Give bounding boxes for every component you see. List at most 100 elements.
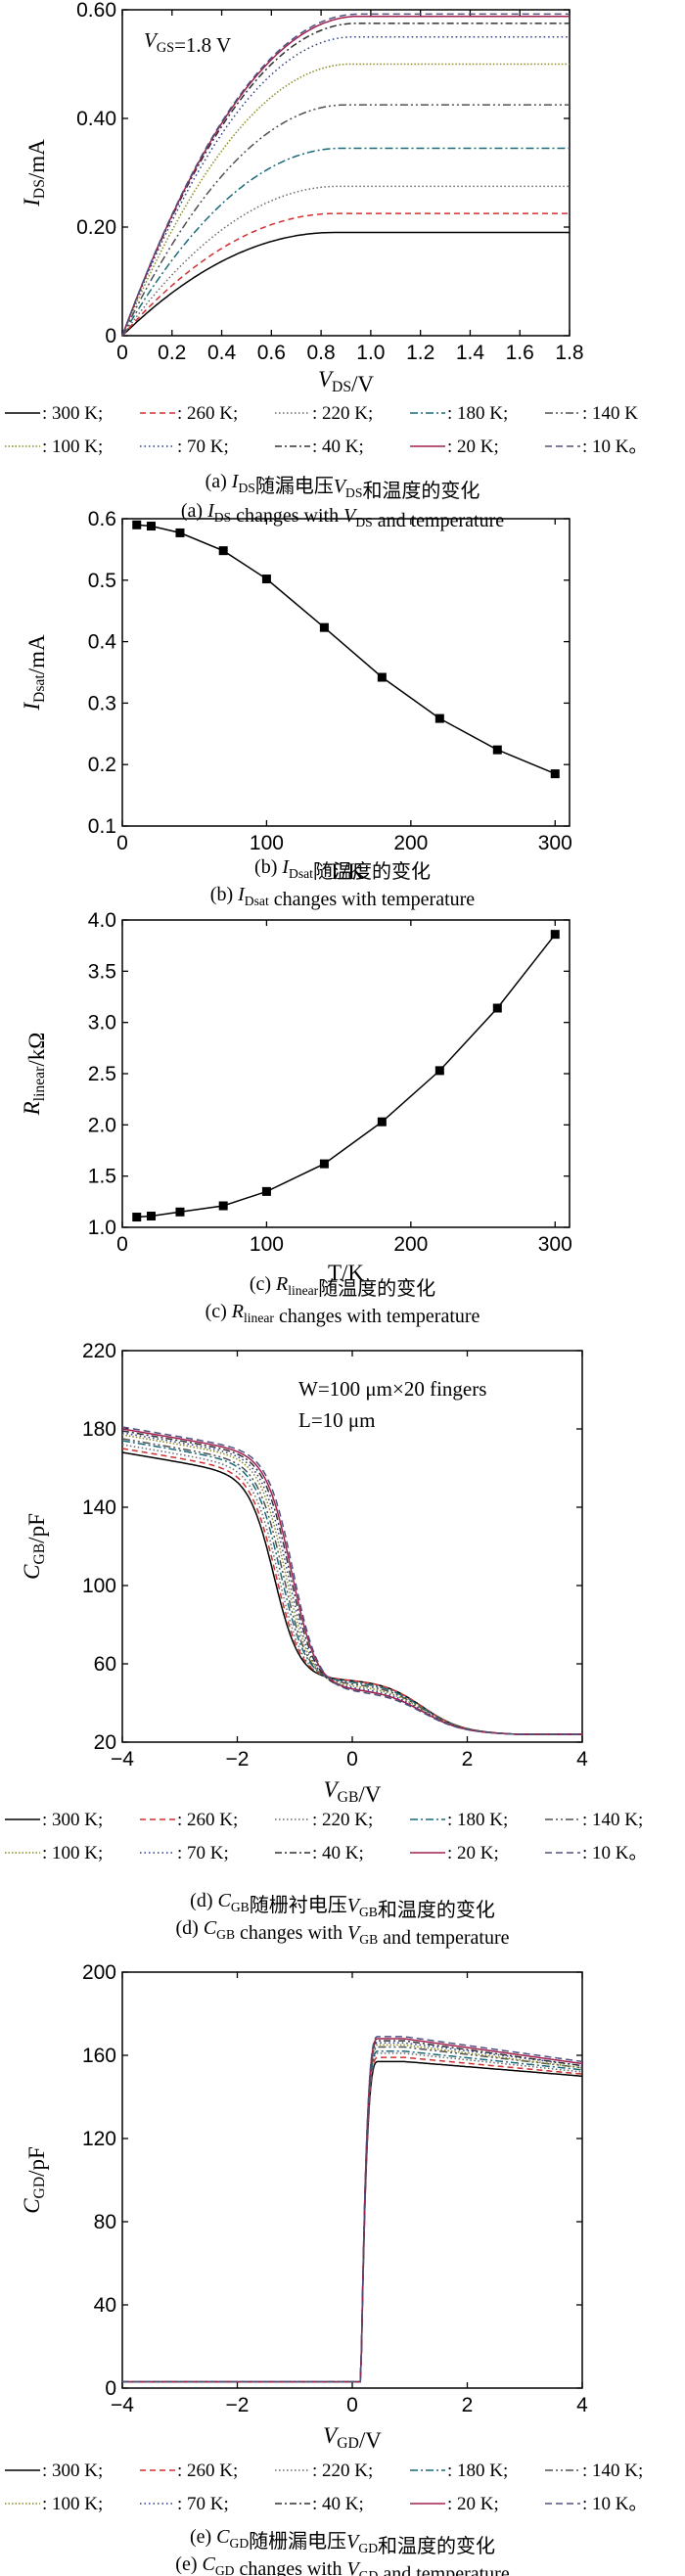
data-point xyxy=(175,528,185,537)
legend-label: : 260 K; xyxy=(177,403,238,424)
y-tick-label: 100 xyxy=(82,1575,116,1597)
y-tick-label: 160 xyxy=(82,2045,116,2067)
data-point xyxy=(377,1117,387,1127)
data-point xyxy=(218,1201,228,1211)
y-tick-label: 0.2 xyxy=(88,754,116,776)
caption-en: (d) CGB changes with VGB and temperature xyxy=(175,1917,509,1949)
caption-cn: (e) CGD随栅漏电压VGD和温度的变化 xyxy=(190,2526,495,2557)
series-line xyxy=(121,104,570,337)
x-tick-label: 4 xyxy=(576,2394,588,2416)
x-axis-label: VGB/V xyxy=(324,1777,382,1807)
data-point xyxy=(146,522,156,531)
x-tick-label: 1.6 xyxy=(506,342,534,364)
x-tick-label: 1.8 xyxy=(555,342,583,364)
legend-label: : 10 K。 xyxy=(582,437,648,457)
caption-cn: (d) CGB随栅衬电压VGB和温度的变化 xyxy=(190,1890,495,1921)
x-tick-label: 100 xyxy=(250,832,284,854)
legend-label: : 70 K; xyxy=(177,2494,229,2514)
x-tick-label: 1.2 xyxy=(406,342,434,364)
data-point xyxy=(175,1207,185,1217)
legend-label: : 140 K; xyxy=(582,1810,643,1830)
y-tick-label: 1.0 xyxy=(88,1217,116,1239)
series-line xyxy=(122,2038,583,2383)
y-tick-label: 0.5 xyxy=(88,570,116,592)
legend-label: : 20 K; xyxy=(447,1843,499,1863)
x-tick-label: 0 xyxy=(346,1748,358,1771)
x-tick-label: 200 xyxy=(393,832,428,854)
series-line xyxy=(121,1438,582,1735)
plot-frame xyxy=(121,518,571,827)
legend-label: : 20 K; xyxy=(447,437,499,457)
y-axis-label: CGB/pF xyxy=(20,1513,49,1580)
x-axis-label: T/K xyxy=(328,1261,364,1285)
y-tick-label: 0.4 xyxy=(88,631,117,654)
y-tick-label: 0.3 xyxy=(88,692,116,714)
y-tick-label: 2.5 xyxy=(88,1063,116,1085)
legend-label: : 300 K; xyxy=(42,1810,103,1830)
legend-label: : 300 K; xyxy=(42,403,103,424)
x-tick-label: −2 xyxy=(226,1748,250,1771)
series-line xyxy=(122,2046,583,2383)
legend-label: : 40 K; xyxy=(312,1843,364,1863)
x-tick-label: 0.2 xyxy=(158,342,186,364)
annotation-vgs: VGS=1.8 V xyxy=(144,28,231,57)
plot-frame xyxy=(121,9,571,337)
data-point xyxy=(492,745,502,755)
x-tick-label: 2 xyxy=(462,1748,474,1771)
y-tick-label: 4.0 xyxy=(88,909,116,932)
caption-en: (c) Rlinear changes with temperature xyxy=(206,1301,480,1327)
y-axis-label: IDS/mA xyxy=(20,139,49,207)
data-point xyxy=(132,1213,142,1222)
legend-label: : 180 K; xyxy=(447,1810,508,1830)
x-tick-label: 0.8 xyxy=(307,342,336,364)
series-line xyxy=(121,147,570,337)
x-tick-label: −4 xyxy=(111,1748,134,1771)
legend-label: : 220 K; xyxy=(312,1810,373,1830)
series-line xyxy=(122,2036,583,2383)
caption-cn: (a) IDS随漏电压VDS和温度的变化 xyxy=(206,471,480,502)
x-tick-label: 300 xyxy=(538,832,572,854)
data-point xyxy=(319,1159,329,1169)
x-tick-label: 0 xyxy=(116,1233,128,1256)
series-line xyxy=(121,1444,582,1735)
series-line xyxy=(121,63,570,337)
legend-label: : 260 K; xyxy=(177,2461,238,2481)
x-tick-label: 2 xyxy=(462,2394,474,2416)
legend-label: : 70 K; xyxy=(177,437,229,457)
series-line xyxy=(136,524,556,775)
data-point xyxy=(261,575,271,584)
series-line xyxy=(122,2044,583,2383)
legend-label: : 40 K; xyxy=(312,2494,364,2514)
series-line xyxy=(122,2042,583,2383)
legend-label: : 20 K; xyxy=(447,2494,499,2514)
x-axis-label: VGD/V xyxy=(323,2423,382,2453)
plot-frame xyxy=(121,1971,583,2389)
x-tick-label: −2 xyxy=(226,2394,250,2416)
series-line xyxy=(122,2040,583,2383)
data-point xyxy=(377,672,387,682)
y-axis-label-group: IDS/mA xyxy=(20,139,49,207)
y-tick-label: 80 xyxy=(94,2211,116,2233)
series-line xyxy=(122,2052,583,2383)
series-line xyxy=(121,1440,582,1735)
y-axis-label-group: IDsat/mA xyxy=(20,634,49,712)
y-axis-label-group: CGD/pF xyxy=(20,2146,49,2214)
y-tick-label: 0.60 xyxy=(76,0,116,22)
data-point xyxy=(146,1211,156,1220)
data-point xyxy=(434,1066,444,1076)
series-line xyxy=(121,212,570,337)
series-line xyxy=(136,934,556,1219)
legend-label: : 260 K; xyxy=(177,1810,238,1830)
chart-b-idsat-vs-temperature: 0 100 200 300 0.1 0.2 0.3 0.4 0.5 0.6 T/K IDsat/mA (… xyxy=(20,508,572,910)
series-line xyxy=(121,1428,582,1735)
legend-label: : 140 K xyxy=(582,403,638,424)
x-axis-label: VDS/V xyxy=(318,367,374,396)
data-point xyxy=(319,622,329,632)
series-line xyxy=(122,2056,583,2383)
y-tick-label: 120 xyxy=(82,2128,116,2150)
legend-label: : 220 K; xyxy=(312,403,373,424)
plot-frame xyxy=(121,919,571,1228)
caption-en: (b) IDsat changes with temperature xyxy=(210,884,476,910)
x-tick-label: 1.0 xyxy=(356,342,385,364)
y-tick-label: 0.1 xyxy=(88,815,116,838)
